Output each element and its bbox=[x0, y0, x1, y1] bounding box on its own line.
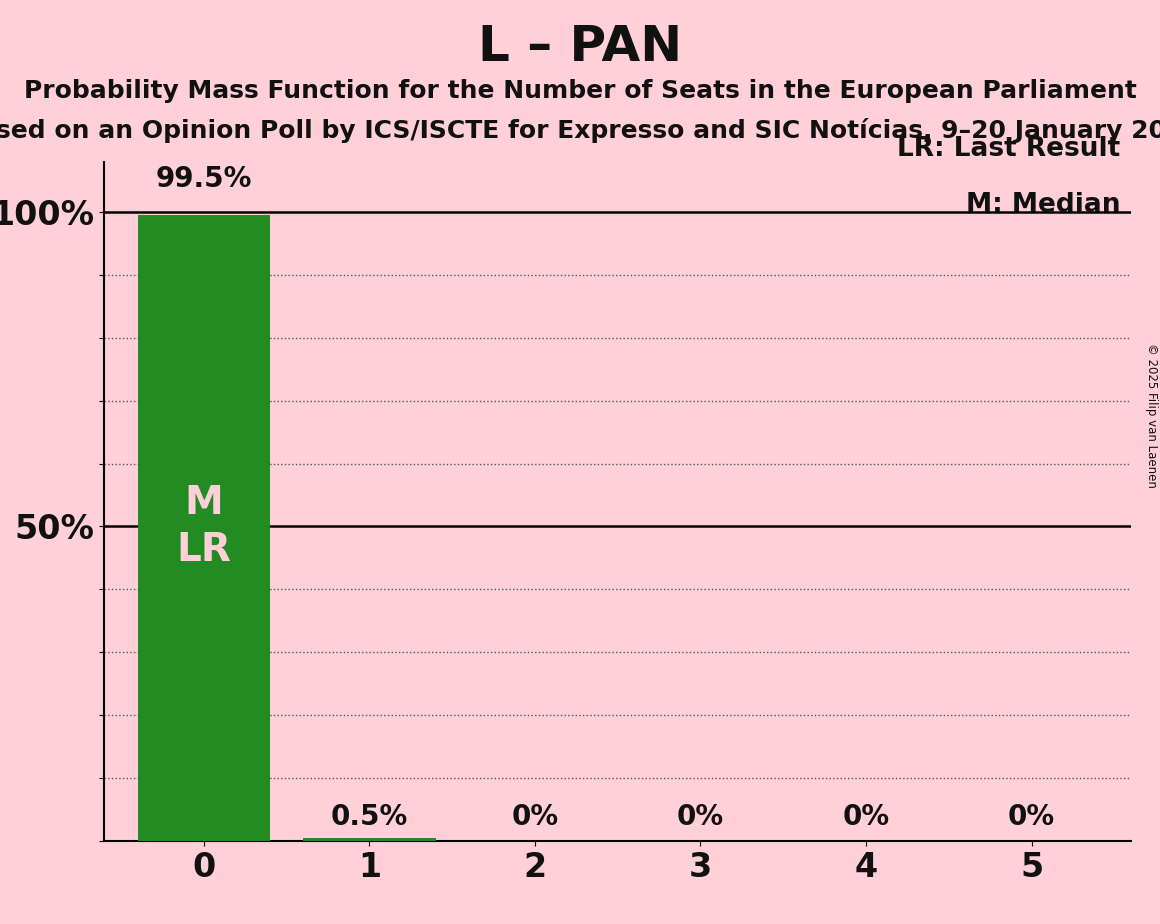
Text: L – PAN: L – PAN bbox=[478, 23, 682, 71]
Text: Probability Mass Function for the Number of Seats in the European Parliament: Probability Mass Function for the Number… bbox=[23, 79, 1137, 103]
Text: 0%: 0% bbox=[677, 803, 724, 832]
Text: M: Median: M: Median bbox=[966, 192, 1121, 218]
Text: 0%: 0% bbox=[512, 803, 558, 832]
Text: 99.5%: 99.5% bbox=[155, 165, 252, 193]
Text: 0%: 0% bbox=[842, 803, 890, 832]
Text: 0%: 0% bbox=[1008, 803, 1056, 832]
Text: © 2025 Filip van Laenen: © 2025 Filip van Laenen bbox=[1145, 344, 1158, 488]
Text: M
LR: M LR bbox=[176, 484, 231, 569]
Bar bbox=[303, 838, 435, 841]
Text: LR: Last Result: LR: Last Result bbox=[898, 136, 1121, 162]
Text: Based on an Opinion Poll by ICS/ISCTE for Expresso and SIC Notícias, 9–20 Januar: Based on an Opinion Poll by ICS/ISCTE fo… bbox=[0, 118, 1160, 143]
Bar bbox=[138, 215, 270, 841]
Text: 0.5%: 0.5% bbox=[331, 803, 408, 832]
